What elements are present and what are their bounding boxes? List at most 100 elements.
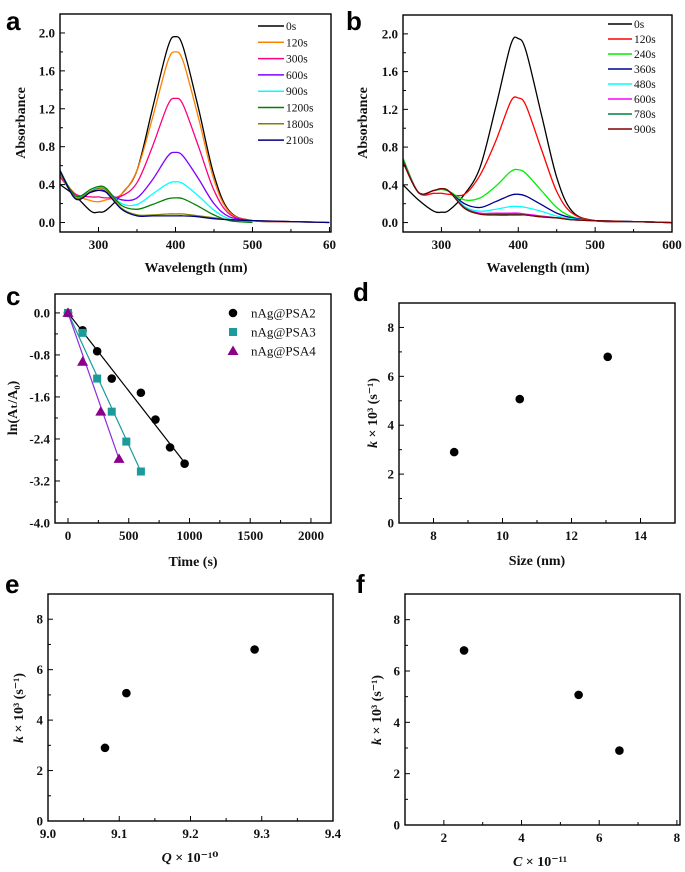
series-line-240s: [403, 158, 672, 224]
y-tick-label: 1.6: [382, 64, 399, 79]
legend-label: 0s: [634, 19, 645, 31]
fit-line: [67, 312, 186, 463]
legend-label: 300s: [286, 54, 308, 66]
data-point: [107, 407, 116, 416]
x-tick-label: 1000: [176, 528, 202, 543]
y-axis-title: ln(Aₜ/A₀): [6, 380, 21, 435]
panel-letter: c: [6, 281, 20, 311]
y-tick-label: 8: [388, 320, 395, 335]
x-axis-label: Wavelength (nm): [144, 261, 247, 276]
data-point: [515, 394, 525, 404]
legend-marker: [229, 328, 237, 336]
y-tick-label: 6: [388, 369, 395, 384]
plot-frame: [402, 14, 673, 233]
y-tick-label: 0: [37, 814, 44, 829]
data-point: [603, 352, 613, 362]
plot-frame: [398, 302, 676, 524]
x-tick-label: 14: [634, 528, 648, 543]
x-tick-label: 600: [662, 237, 682, 252]
x-axis-variable: Q: [162, 851, 172, 866]
x-tick-label: 300: [432, 237, 452, 252]
y-tick-label: 0.0: [39, 215, 55, 230]
y-tick-label: 1.2: [39, 101, 55, 116]
y-tick-label: 2: [388, 467, 395, 482]
x-axis-label: Size (nm): [509, 554, 566, 569]
x-tick-label: 9.0: [40, 826, 56, 841]
legend-label: nAg@PSA3: [251, 325, 316, 340]
series-line-120s: [403, 96, 672, 224]
x-tick-label: 10: [496, 528, 509, 543]
data-point: [78, 328, 87, 337]
x-axis-title: Wavelength (nm): [486, 261, 589, 276]
x-tick-label: 2: [441, 830, 448, 845]
x-tick-label: 300: [89, 237, 109, 252]
y-axis-label: Absorbance: [356, 87, 371, 159]
x-tick-label: 6: [596, 830, 603, 845]
legend-label: 600s: [634, 94, 656, 106]
x-tick-label: 9.3: [254, 826, 271, 841]
data-point: [250, 645, 259, 654]
x-tick-label: 9.4: [325, 826, 342, 841]
y-tick-label: 0.8: [382, 140, 399, 155]
y-axis-title: k × 10³ (s⁻¹): [366, 378, 381, 448]
y-tick-label: 6: [37, 662, 44, 677]
legend-label: 240s: [634, 49, 656, 61]
series-line-600s: [403, 160, 672, 224]
y-axis-label: × 10³ (s⁻¹): [370, 675, 385, 738]
y-tick-label: 6: [394, 664, 401, 679]
legend-label: nAg@PSA2: [251, 306, 316, 321]
panel-letter: e: [5, 569, 19, 599]
x-axis-title: Size (nm): [509, 554, 566, 569]
series-line-2100s: [60, 170, 330, 224]
y-tick-label: 2.0: [382, 26, 398, 41]
y-axis-title: k × 10³ (s⁻¹): [370, 675, 385, 745]
data-point: [165, 443, 175, 452]
x-axis-label: Wavelength (nm): [486, 261, 589, 276]
legend-label: 900s: [286, 86, 308, 98]
x-tick-label: 500: [119, 528, 139, 543]
data-point: [459, 646, 469, 655]
y-tick-label: -0.8: [29, 347, 50, 362]
plot-area: [403, 36, 672, 224]
plot-area: [449, 352, 613, 457]
y-tick-label: -4.0: [29, 516, 50, 531]
plot-frame: [404, 593, 681, 826]
panel-a: a 300 400 500 60 0.0 0.4 0.8 1.2 1.6 2.0 Wavelength…: [6, 6, 336, 276]
y-axis-variable: k: [12, 736, 27, 743]
data-point: [136, 388, 146, 398]
series-line-480s: [403, 160, 672, 224]
x-tick-label: 400: [509, 237, 529, 252]
legend-marker: [228, 308, 238, 318]
y-axis-variable: k: [366, 441, 381, 448]
y-tick-label: 1.2: [382, 102, 398, 117]
panel-e: e 9.0 9.1 9.2 9.3 9.4 0 2 4 6 8 Q × 10⁻¹⁰ k × 10³ (s…: [5, 569, 342, 866]
x-tick-label: 9.2: [182, 826, 198, 841]
data-point: [136, 467, 145, 476]
x-tick-label: 4: [518, 830, 525, 845]
legend-label: 1800s: [286, 119, 314, 131]
x-tick-label: 1500: [237, 528, 263, 543]
data-point: [92, 346, 102, 356]
plot-area: [60, 36, 330, 224]
y-tick-label: 2: [37, 763, 44, 778]
panel-f: f 2 4 6 8 0 2 4 6 8 C × 10⁻¹¹ k × 10³ (s⁻¹): [356, 569, 681, 870]
data-point: [62, 307, 74, 317]
y-tick-label: 0.4: [39, 177, 56, 192]
data-point: [113, 453, 125, 463]
legend-label: 900s: [634, 124, 656, 136]
x-axis-label: × 10⁻¹⁰: [172, 851, 219, 866]
x-tick-label: 60: [323, 237, 336, 252]
y-axis-title: Absorbance: [356, 87, 371, 159]
y-tick-label: 2: [394, 766, 401, 781]
y-tick-label: 2.0: [39, 25, 55, 40]
y-tick-label: 0.0: [34, 305, 50, 320]
plot-area: [100, 645, 259, 753]
legend-marker: [227, 345, 239, 355]
y-tick-label: 4: [37, 713, 44, 728]
panel-b: b 300 400 500 600 0.0 0.4 0.8 1.2 1.6 2.0 Wavelengt…: [346, 6, 682, 276]
legend-label: 120s: [286, 37, 308, 49]
plot-frame: [54, 293, 332, 524]
data-point: [77, 356, 89, 366]
y-tick-label: -3.2: [29, 473, 50, 488]
